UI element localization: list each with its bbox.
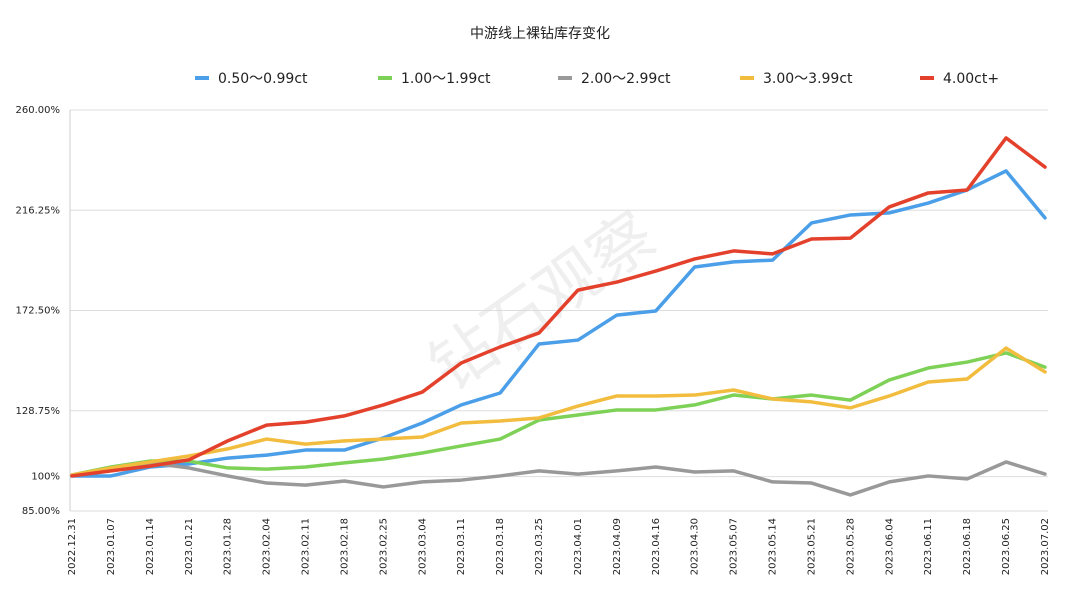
x-tick-label: 2023.03.25 [534,518,545,575]
y-tick-label: 85.00% [22,506,60,517]
y-tick-label: 216.25% [16,205,61,216]
legend-label: 2.00～2.99ct [581,71,671,87]
x-tick-label: 2023.02.25 [378,518,389,575]
x-tick-label: 2023.04.09 [612,518,623,575]
x-tick-label: 2023.05.07 [729,518,740,575]
x-tick-label: 2023.02.11 [301,518,312,575]
x-tick-label: 2023.01.28 [223,518,234,575]
legend-label: 0.50～0.99ct [218,71,308,87]
legend-label: 4.00ct+ [943,71,999,87]
x-tick-label: 2023.06.11 [923,518,934,575]
x-tick-label: 2023.01.07 [106,518,117,575]
y-tick-label: 172.50% [16,306,61,317]
x-tick-label: 2022.12.31 [67,518,78,575]
x-tick-label: 2023.01.14 [145,518,156,575]
x-tick-label: 2023.01.21 [184,518,195,575]
series-line [70,460,1047,497]
x-tick-label: 2023.05.21 [806,518,817,575]
chart-title: 中游线上裸钻库存变化 [470,26,610,42]
x-tick-label: 2023.03.11 [456,518,467,575]
series-line [70,351,1047,477]
x-tick-label: 2023.06.18 [962,518,973,575]
x-tick-label: 2023.04.16 [651,518,662,575]
y-tick-label: 128.75% [16,406,61,417]
series-line [70,136,1047,478]
legend-label: 3.00～3.99ct [763,71,853,87]
x-tick-label: 2023.03.18 [495,518,506,575]
x-tick-label: 2023.02.04 [262,518,273,575]
y-tick-label: 260.00% [16,105,61,116]
x-tick-label: 2023.02.18 [339,518,350,575]
x-tick-label: 2023.05.14 [768,518,779,575]
x-tick-label: 2023.04.30 [690,518,701,575]
y-tick-label: 100% [31,472,60,483]
x-tick-label: 2023.06.25 [1001,518,1012,575]
x-tick-label: 2023.03.04 [417,518,428,575]
x-tick-label: 2023.05.28 [845,518,856,575]
x-tick-label: 2023.06.04 [884,518,895,575]
x-tick-label: 2023.04.01 [573,518,584,575]
series-line [70,346,1047,477]
x-tick-label: 2023.07.02 [1040,518,1051,575]
legend-label: 1.00～1.99ct [401,71,491,87]
